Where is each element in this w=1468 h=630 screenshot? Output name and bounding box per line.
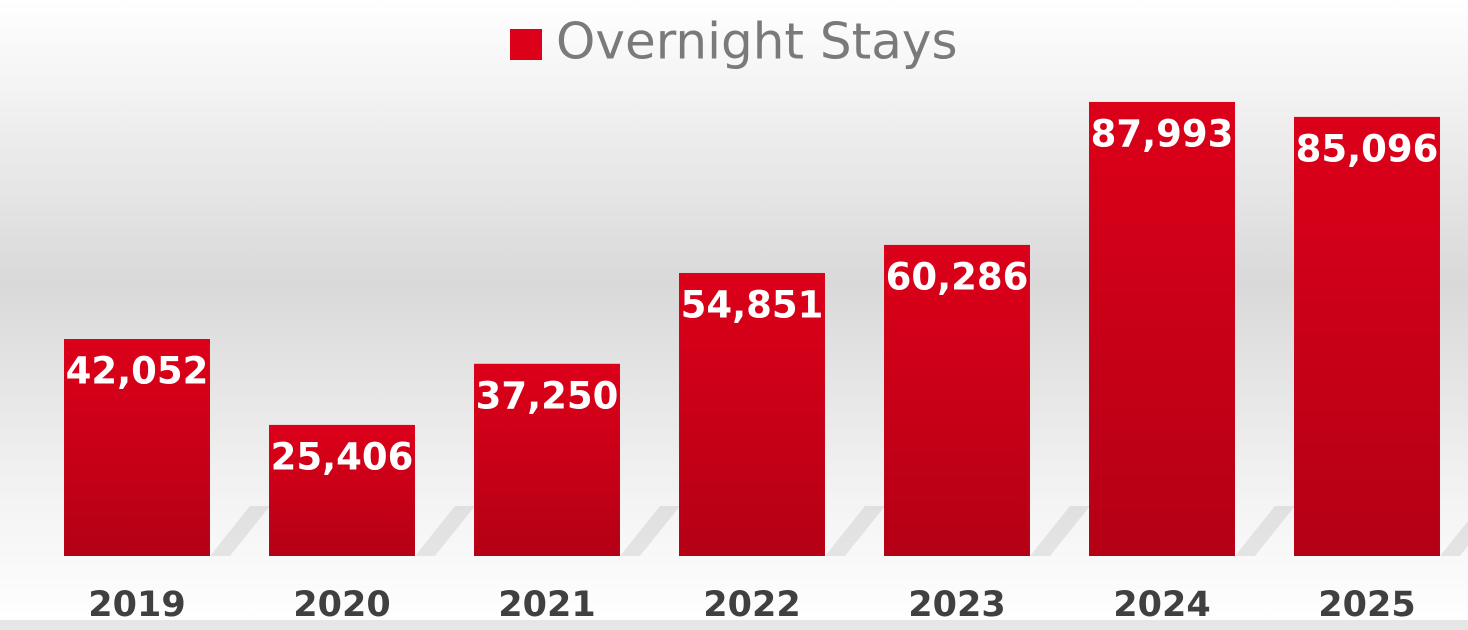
bar-shadow xyxy=(619,506,680,556)
x-tick-label: 2025 xyxy=(1318,585,1415,625)
x-tick-label: 2021 xyxy=(498,585,595,625)
x-tick-label: 2019 xyxy=(88,585,185,625)
value-label: 54,851 xyxy=(681,283,824,326)
value-label: 60,286 xyxy=(886,255,1029,298)
bar-shadow xyxy=(1029,506,1090,556)
bar-shadow xyxy=(209,506,270,556)
legend-swatch xyxy=(510,29,542,60)
bar-shadow xyxy=(824,506,885,556)
value-label: 37,250 xyxy=(476,374,619,417)
value-label: 85,096 xyxy=(1296,127,1439,170)
x-tick-label: 2024 xyxy=(1113,585,1210,625)
bar-shadow xyxy=(414,506,475,556)
bottom-strip xyxy=(0,620,1468,630)
value-label: 42,052 xyxy=(66,350,209,393)
x-tick-label: 2022 xyxy=(703,585,800,625)
value-label: 87,993 xyxy=(1091,112,1234,155)
bar-shadow xyxy=(1234,506,1295,556)
bar xyxy=(1294,116,1440,557)
x-tick-label: 2020 xyxy=(293,585,390,625)
bar xyxy=(1089,101,1235,557)
x-tick-label: 2023 xyxy=(908,585,1005,625)
value-label: 25,406 xyxy=(271,435,414,478)
bar-shadow xyxy=(1439,520,1468,556)
legend-label: Overnight Stays xyxy=(556,13,958,71)
